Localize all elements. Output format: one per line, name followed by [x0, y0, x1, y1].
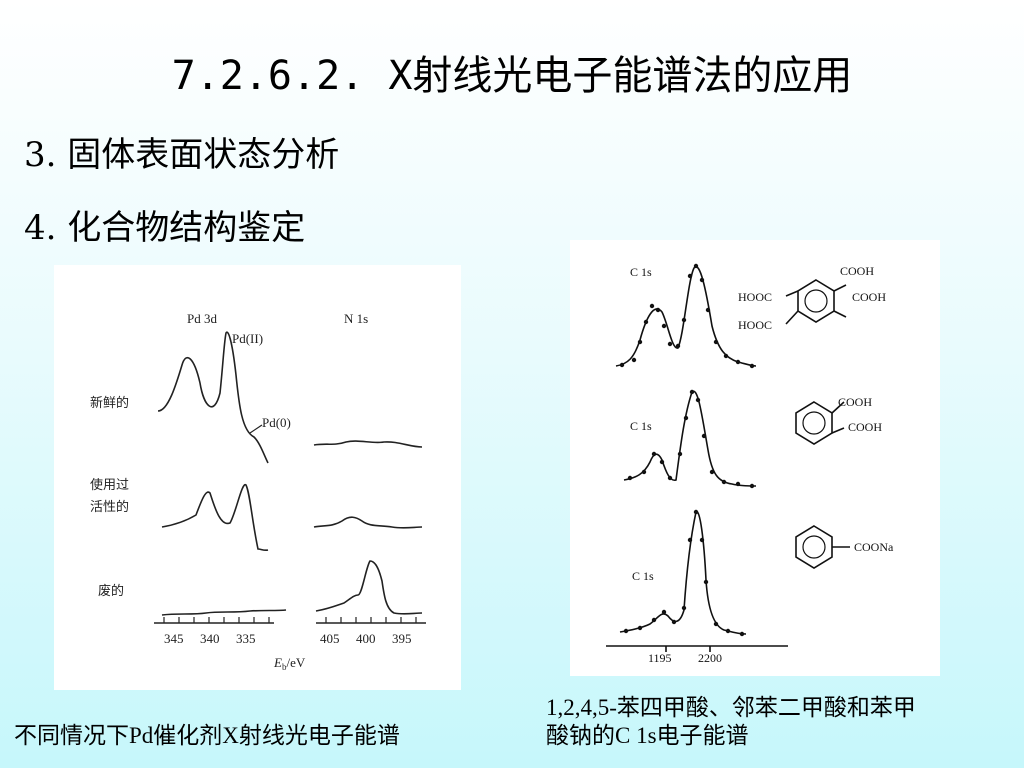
right-caption-line-2: 酸钠的C 1s电子能谱 [546, 723, 749, 748]
row-label-used-1: 使用过 [90, 477, 129, 492]
n-tick-label-405: 405 [320, 631, 340, 646]
struct2-top-label: COOH [838, 395, 872, 409]
pd-used-spectrum [161, 484, 269, 552]
struct1-left-label: HOOC [738, 290, 772, 304]
n-used-spectrum [313, 516, 423, 529]
c1s-xps-figure-svg: C 1s C 1s C 1s COOH HOOC COOH HOOC COOH … [606, 263, 894, 665]
pd-xps-figure: Pd 3d N 1s Pd(II) Pd(0) 新鲜的 使用过 活性的 废的 3… [54, 265, 461, 690]
pd-spent-spectrum [161, 609, 287, 616]
struct3-right-label: COONa [854, 540, 894, 554]
c1s-spectrum-1 [615, 265, 757, 367]
pd-xps-figure-svg: Pd 3d N 1s Pd(II) Pd(0) 新鲜的 使用过 活性的 废的 3… [90, 311, 426, 672]
struct1-right-label: COOH [852, 290, 886, 304]
bullet-item-4: 4. 化合物结构鉴定 [24, 207, 305, 249]
right-caption-line-1: 1,2,4,5-苯四甲酸、邻苯二甲酸和苯甲 [546, 695, 916, 720]
peak-label-3: C 1s [632, 569, 654, 583]
tick-label-2200: 2200 [698, 651, 722, 665]
bullet-text: 固体表面状态分析 [67, 135, 340, 175]
slide-title: 7.2.6.2. X射线光电子能谱法的应用 [171, 53, 853, 99]
n-tick-label-400: 400 [356, 631, 376, 646]
benzene-ring-2 [795, 401, 833, 445]
left-figure-caption: 不同情况下Pd催化剂X射线光电子能谱 [14, 723, 400, 748]
pd-tick-label-340: 340 [200, 631, 220, 646]
bullet-text: 化合物结构鉴定 [67, 208, 306, 248]
pd-fresh-spectrum [157, 331, 269, 464]
row-label-fresh: 新鲜的 [90, 395, 129, 410]
pd0-label: Pd(0) [262, 415, 291, 430]
bullet-number: 3. [24, 135, 57, 175]
struct1-bottom-label: HOOC [738, 318, 772, 332]
right-figure-caption: 1,2,4,5-苯四甲酸、邻苯二甲酸和苯甲 酸钠的C 1s电子能谱 [546, 694, 916, 750]
tick-label-1195: 1195 [648, 651, 672, 665]
struct2-right-label: COOH [848, 420, 882, 434]
row-label-spent: 废的 [98, 583, 124, 598]
c1s-spectrum-2 [623, 390, 757, 487]
c1s-xps-figure: C 1s C 1s C 1s COOH HOOC COOH HOOC COOH … [570, 240, 940, 676]
pd-tick-label-345: 345 [164, 631, 184, 646]
n-spent-spectrum [315, 560, 423, 615]
pd-tick-label-335: 335 [236, 631, 256, 646]
axis-label-eb: Eb/eV [273, 655, 306, 672]
pd2-label: Pd(II) [232, 331, 263, 346]
peak-label-2: C 1s [630, 419, 652, 433]
peak-label-1: C 1s [630, 265, 652, 279]
row-label-used-2: 活性的 [90, 499, 129, 514]
benzene-ring-3 [795, 525, 833, 569]
n-tick-label-395: 395 [392, 631, 412, 646]
pd3d-header: Pd 3d [187, 311, 217, 326]
benzene-ring-1 [797, 279, 835, 323]
n1s-header: N 1s [344, 311, 368, 326]
n-fresh-spectrum [313, 440, 423, 448]
bullet-number: 4. [24, 208, 57, 248]
pd0-pointer-line [249, 424, 263, 434]
struct1-top-label: COOH [840, 264, 874, 278]
bullet-item-3: 3. 固体表面状态分析 [24, 134, 339, 176]
